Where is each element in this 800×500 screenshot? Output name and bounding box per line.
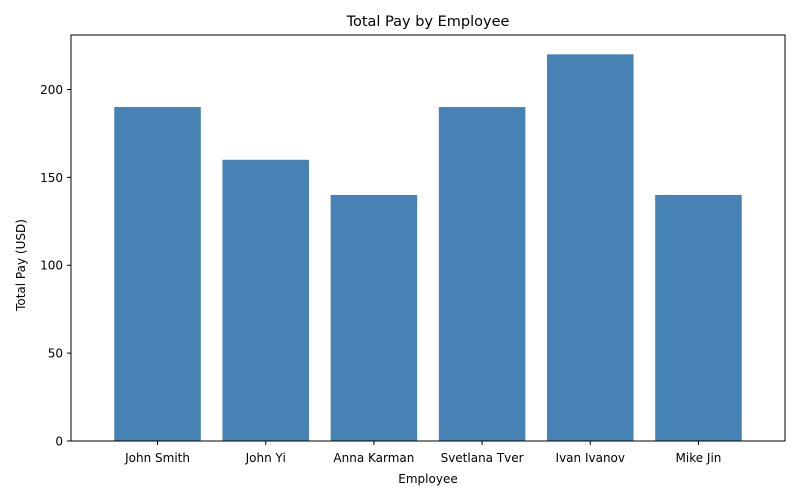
plot-frame (70, 34, 786, 442)
y-axis-label: Total Pay (USD) (14, 219, 28, 312)
y-tick-label: 200 (40, 83, 63, 97)
x-tick-label: John Yi (245, 451, 286, 465)
bar-ivan-ivanov (547, 54, 634, 441)
ticks-layer: John Smith John Yi Anna Karman Svetlana Tve… (40, 83, 721, 465)
chart-title: Total Pay by Employee (346, 14, 510, 30)
y-tick-label: 0 (55, 435, 63, 449)
x-tick-label: Anna Karman (333, 451, 414, 465)
y-tick-label: 150 (40, 171, 63, 185)
axes-layer (70, 34, 786, 442)
bar-anna-karman (330, 194, 418, 441)
x-tick-label: Ivan Ivanov (556, 451, 625, 465)
x-tick-label: John Smith (124, 451, 190, 465)
y-tick-label: 50 (48, 347, 63, 361)
bars-layer (114, 54, 742, 441)
x-tick-label: Svetlana Tver (441, 451, 524, 465)
x-tick-label: Mike Jin (676, 451, 722, 465)
x-axis-label: Employee (398, 472, 457, 486)
bar-john-yi (222, 159, 309, 441)
bar-svetlana-tver (438, 107, 526, 441)
bar-mike-jin (655, 194, 742, 441)
y-tick-label: 100 (40, 259, 63, 273)
bar-john-smith (114, 107, 201, 441)
